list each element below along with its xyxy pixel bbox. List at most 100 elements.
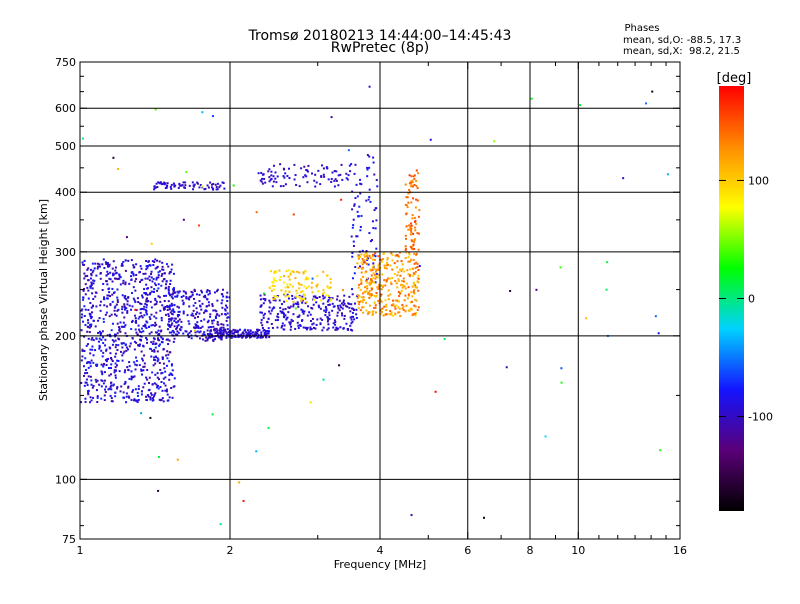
data-point [176,333,179,336]
data-point [137,387,140,390]
data-point [329,281,332,284]
data-point [212,319,215,322]
data-point [163,300,166,303]
data-point [147,287,150,290]
data-point [352,315,355,318]
data-point [129,342,132,345]
data-point [87,279,90,282]
data-point [227,316,230,319]
data-point [203,188,206,191]
data-point [161,337,164,340]
data-point [358,301,361,304]
data-point [290,318,293,321]
data-point [115,387,118,390]
data-point [236,331,239,334]
data-point [282,308,285,311]
data-point [171,317,174,320]
data-point [366,154,369,157]
data-point [287,306,290,309]
data-point [127,385,130,388]
data-point [121,294,124,297]
data-point [140,369,143,372]
x-tick-label: 6 [464,544,471,557]
data-point [196,321,199,324]
data-point [283,328,286,331]
data-point [172,289,175,292]
data-point [91,337,94,340]
data-point [143,382,146,385]
data-point [108,333,111,336]
data-point [154,373,157,376]
data-point [126,310,129,313]
data-point [131,337,134,340]
data-point [152,263,155,266]
data-point [117,308,120,311]
data-point [407,201,410,204]
data-point [141,296,144,299]
data-point [165,388,168,391]
data-point [366,257,369,260]
data-point [360,282,363,285]
data-point [104,313,107,316]
data-point [163,294,166,297]
data-point [330,177,333,180]
data-point [206,184,209,187]
data-point [261,336,264,339]
data-point [434,390,437,393]
data-point [110,358,113,361]
data-point [99,277,102,280]
data-point [149,300,152,303]
data-point [181,184,184,187]
data-point [209,181,212,184]
data-point [166,350,169,353]
data-point [410,222,413,225]
data-point [269,178,272,181]
data-point [169,294,172,297]
data-point [415,180,418,183]
data-point [414,219,417,222]
data-point [359,288,362,291]
data-point [136,391,139,394]
data-point [168,306,171,309]
data-point [130,375,133,378]
data-point [187,333,190,336]
data-point [284,295,287,298]
data-point [322,291,325,294]
data-point [399,315,402,318]
data-point [413,238,416,241]
data-point [83,272,86,275]
data-point [210,186,213,189]
data-point [207,336,210,339]
data-point [382,252,385,255]
data-point [150,324,153,327]
data-point [94,262,97,265]
data-point [171,309,174,312]
data-point [101,289,104,292]
data-point [84,357,87,360]
data-point [108,374,111,377]
x-axis: 1 2 4 6 8 10 16 [77,62,687,557]
data-point [111,280,114,283]
data-point [289,328,292,331]
data-point [81,137,84,140]
colorbar-tick-label: 0 [748,293,755,306]
colorbar-tick-label: 100 [748,174,769,187]
data-point [163,382,166,385]
data-point [191,312,194,315]
data-point [285,318,288,321]
data-point [170,293,173,296]
data-point [343,317,346,320]
data-point [118,277,121,280]
data-point [207,319,210,322]
data-point [410,300,413,303]
data-point [282,185,285,188]
data-point [156,265,159,268]
data-point [414,270,417,273]
data-point [288,307,291,310]
data-point [175,327,178,330]
data-point [178,318,181,321]
data-point [242,335,245,338]
data-point [397,290,400,293]
data-point [323,175,326,178]
data-point [405,225,408,228]
